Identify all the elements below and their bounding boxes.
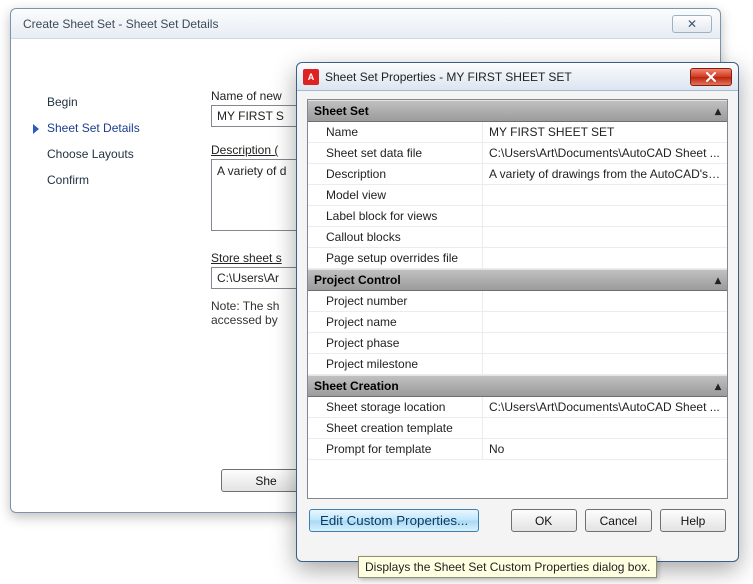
dialog-button-row: Edit Custom Properties... OK Cancel Help	[297, 499, 738, 544]
prop-value	[483, 312, 727, 332]
prop-key: Sheet set data file	[308, 143, 483, 163]
properties-title: Sheet Set Properties - MY FIRST SHEET SE…	[325, 70, 684, 84]
prop-key: Callout blocks	[308, 227, 483, 247]
app-icon: A	[303, 69, 319, 85]
section-project-label: Project Control	[314, 273, 401, 287]
prop-value	[483, 206, 727, 226]
prop-row-project-milestone[interactable]: Project milestone	[308, 354, 727, 375]
prop-value: MY FIRST SHEET SET	[483, 122, 727, 142]
edit-custom-properties-button[interactable]: Edit Custom Properties...	[309, 509, 479, 532]
prop-row-project-phase[interactable]: Project phase	[308, 333, 727, 354]
prop-row-datafile[interactable]: Sheet set data file C:\Users\Art\Documen…	[308, 143, 727, 164]
wizard-titlebar: Create Sheet Set - Sheet Set Details ✕	[11, 9, 720, 39]
wizard-nav: Begin Sheet Set Details Choose Layouts C…	[31, 89, 191, 193]
prop-row-name[interactable]: Name MY FIRST SHEET SET	[308, 122, 727, 143]
properties-close-button[interactable]	[690, 68, 732, 86]
prop-key: Label block for views	[308, 206, 483, 226]
prop-row-prompt[interactable]: Prompt for template No	[308, 439, 727, 460]
prop-value	[483, 291, 727, 311]
prop-key: Description	[308, 164, 483, 184]
section-creation-label: Sheet Creation	[314, 379, 399, 393]
prop-row-template[interactable]: Sheet creation template	[308, 418, 727, 439]
wizard-step-confirm[interactable]: Confirm	[31, 167, 191, 193]
prop-key: Prompt for template	[308, 439, 483, 459]
section-sheet-creation[interactable]: Sheet Creation ▴	[308, 375, 727, 397]
section-sheet-set[interactable]: Sheet Set ▴	[308, 100, 727, 122]
prop-key: Sheet creation template	[308, 418, 483, 438]
properties-dialog: A Sheet Set Properties - MY FIRST SHEET …	[296, 62, 739, 562]
prop-value	[483, 248, 727, 268]
prop-value	[483, 227, 727, 247]
prop-value	[483, 354, 727, 374]
section-sheet-set-label: Sheet Set	[314, 104, 369, 118]
close-icon: ✕	[687, 18, 697, 30]
wizard-title: Create Sheet Set - Sheet Set Details	[23, 17, 672, 31]
prop-value: C:\Users\Art\Documents\AutoCAD Sheet ...	[483, 143, 727, 163]
prop-row-modelview[interactable]: Model view	[308, 185, 727, 206]
prop-key: Project milestone	[308, 354, 483, 374]
prop-row-project-number[interactable]: Project number	[308, 291, 727, 312]
wizard-close-button[interactable]: ✕	[672, 15, 712, 33]
wizard-step-layouts[interactable]: Choose Layouts	[31, 141, 191, 167]
prop-row-callout[interactable]: Callout blocks	[308, 227, 727, 248]
prop-value	[483, 185, 727, 205]
wizard-step-begin[interactable]: Begin	[31, 89, 191, 115]
collapse-icon: ▴	[715, 273, 721, 287]
prop-row-description[interactable]: Description A variety of drawings from t…	[308, 164, 727, 185]
prop-value: C:\Users\Art\Documents\AutoCAD Sheet ...	[483, 397, 727, 417]
wizard-step-details[interactable]: Sheet Set Details	[31, 115, 191, 141]
prop-row-labelblock[interactable]: Label block for views	[308, 206, 727, 227]
prop-key: Project name	[308, 312, 483, 332]
prop-value	[483, 333, 727, 353]
prop-key: Model view	[308, 185, 483, 205]
prop-value	[483, 418, 727, 438]
properties-titlebar: A Sheet Set Properties - MY FIRST SHEET …	[297, 63, 738, 91]
cancel-button[interactable]: Cancel	[585, 509, 652, 532]
ok-button[interactable]: OK	[511, 509, 577, 532]
prop-row-project-name[interactable]: Project name	[308, 312, 727, 333]
tooltip: Displays the Sheet Set Custom Properties…	[358, 556, 657, 578]
prop-value: No	[483, 439, 727, 459]
prop-key: Project number	[308, 291, 483, 311]
prop-row-pagesetup[interactable]: Page setup overrides file	[308, 248, 727, 269]
prop-value: A variety of drawings from the AutoCAD's…	[483, 164, 727, 184]
help-button[interactable]: Help	[660, 509, 726, 532]
prop-key: Sheet storage location	[308, 397, 483, 417]
section-project-control[interactable]: Project Control ▴	[308, 269, 727, 291]
properties-grid: Sheet Set ▴ Name MY FIRST SHEET SET Shee…	[307, 99, 728, 499]
prop-row-storage[interactable]: Sheet storage location C:\Users\Art\Docu…	[308, 397, 727, 418]
collapse-icon: ▴	[715, 104, 721, 118]
close-icon	[705, 72, 717, 82]
prop-key: Name	[308, 122, 483, 142]
collapse-icon: ▴	[715, 379, 721, 393]
prop-key: Page setup overrides file	[308, 248, 483, 268]
prop-key: Project phase	[308, 333, 483, 353]
